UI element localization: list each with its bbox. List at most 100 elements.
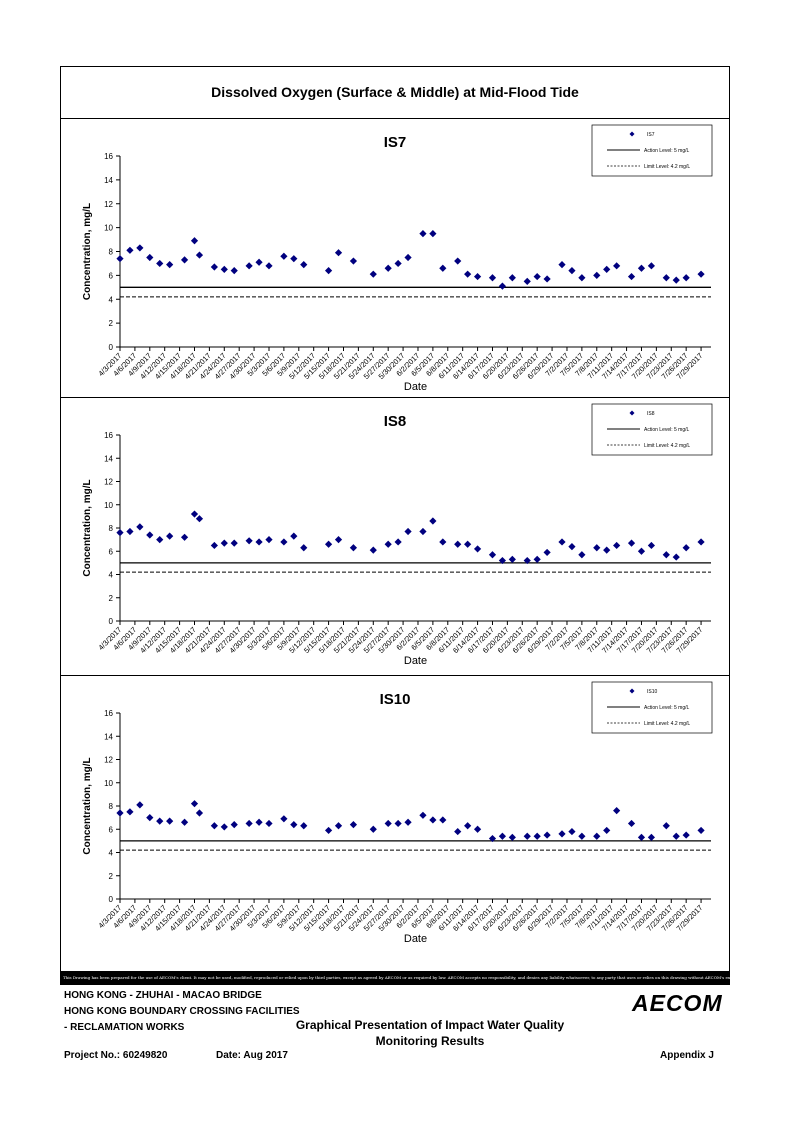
data-point [156,259,164,268]
y-tick-label: 4 [109,295,114,304]
data-point [682,544,690,552]
data-point [404,818,412,826]
data-point [439,538,447,546]
footer-date: Date: Aug 2017 [216,1050,288,1061]
chart-panel-is8: IS8 0 2 4 6 8 10 12 14 16 4/3/2017 4/6/2017 4/9/2017… [61,398,729,676]
y-tick-label: 2 [109,872,114,881]
data-point [672,553,680,561]
data-point [637,264,646,272]
y-tick-label: 6 [109,271,114,280]
data-point [647,541,656,550]
legend-marker [629,688,635,694]
legend-label-series: IS7 [647,132,655,138]
data-point [488,274,497,282]
data-point [627,272,636,281]
data-point [578,274,586,282]
data-point [593,832,601,840]
data-point [429,816,437,824]
data-point [419,229,427,238]
y-tick-label: 16 [104,431,113,440]
y-tick-label: 14 [104,176,113,185]
data-point [146,814,154,822]
y-tick-label: 0 [109,343,114,352]
data-point [488,551,497,559]
y-tick-label: 4 [109,849,114,858]
data-point [603,546,611,554]
data-point [464,540,472,548]
data-point [210,822,218,830]
data-point [210,541,218,550]
data-point [498,282,507,290]
data-point [464,270,472,278]
data-point [394,819,402,828]
data-point [300,544,308,552]
data-point [473,545,482,553]
aecom-logo: AECOM [632,990,723,1016]
data-point [454,540,462,548]
chart-is7: IS702468101214164/3/20174/6/20174/9/2017… [82,124,713,393]
data-point [180,256,189,264]
data-point [543,548,551,557]
data-point [265,819,273,828]
y-tick-label: 8 [109,248,114,257]
data-point [464,822,472,830]
data-point [265,536,273,544]
data-point [627,539,636,547]
y-tick-label: 0 [109,617,114,626]
legend-label-series: IS8 [647,411,655,417]
y-tick-label: 6 [109,825,114,834]
data-point [508,555,516,563]
x-axis-label: Date [404,655,427,667]
y-tick-label: 2 [109,319,114,328]
data-point [394,259,402,268]
data-point [533,832,541,840]
data-point [697,826,705,835]
legend-marker [629,131,635,137]
data-point [613,262,621,270]
data-point [180,818,189,826]
data-point [195,809,204,817]
data-point [166,817,174,825]
data-point [578,832,586,840]
data-point [369,546,377,554]
data-point [672,276,680,284]
data-point [146,531,154,539]
data-point [180,533,189,541]
data-point [647,262,656,270]
data-point [230,821,238,829]
data-point [568,543,576,551]
y-tick-label: 14 [104,454,113,463]
y-tick-label: 10 [104,224,113,233]
y-tick-label: 8 [109,524,114,533]
data-point [662,822,670,830]
data-point [116,255,124,263]
footer-project-number: Project No.: 60249820 [64,1050,168,1061]
data-point [637,833,646,841]
data-point [419,811,427,819]
chart-panel-is10: IS10 0 2 4 6 8 10 12 14 16 4/3/2017 4/6/2017 4/9/201… [61,676,729,954]
data-point [324,540,333,548]
footer-project-line3: - RECLAMATION WORKS [64,1022,185,1033]
data-point [662,551,670,559]
data-point [190,800,199,808]
footer-appendix: Appendix J [660,1050,714,1061]
data-point [245,537,253,545]
data-point [543,831,551,839]
data-point [637,547,646,555]
legend-label-limit: Limit Level: 4.2 mg/L [644,721,690,727]
data-point [404,253,412,262]
y-tick-label: 16 [104,152,113,161]
data-point [220,265,228,274]
data-point [255,818,263,826]
chart-title: IS7 [384,134,407,151]
data-point [280,815,288,823]
data-point [533,272,541,281]
chart-is10: IS1002468101214164/3/20174/6/20174/9/201… [82,681,713,945]
y-tick-label: 12 [104,478,113,487]
data-point [454,257,462,265]
data-point [439,816,447,824]
data-point [603,826,611,835]
data-point [156,536,164,544]
y-axis-label: Concentration, mg/L [82,757,93,854]
data-point [349,544,358,552]
